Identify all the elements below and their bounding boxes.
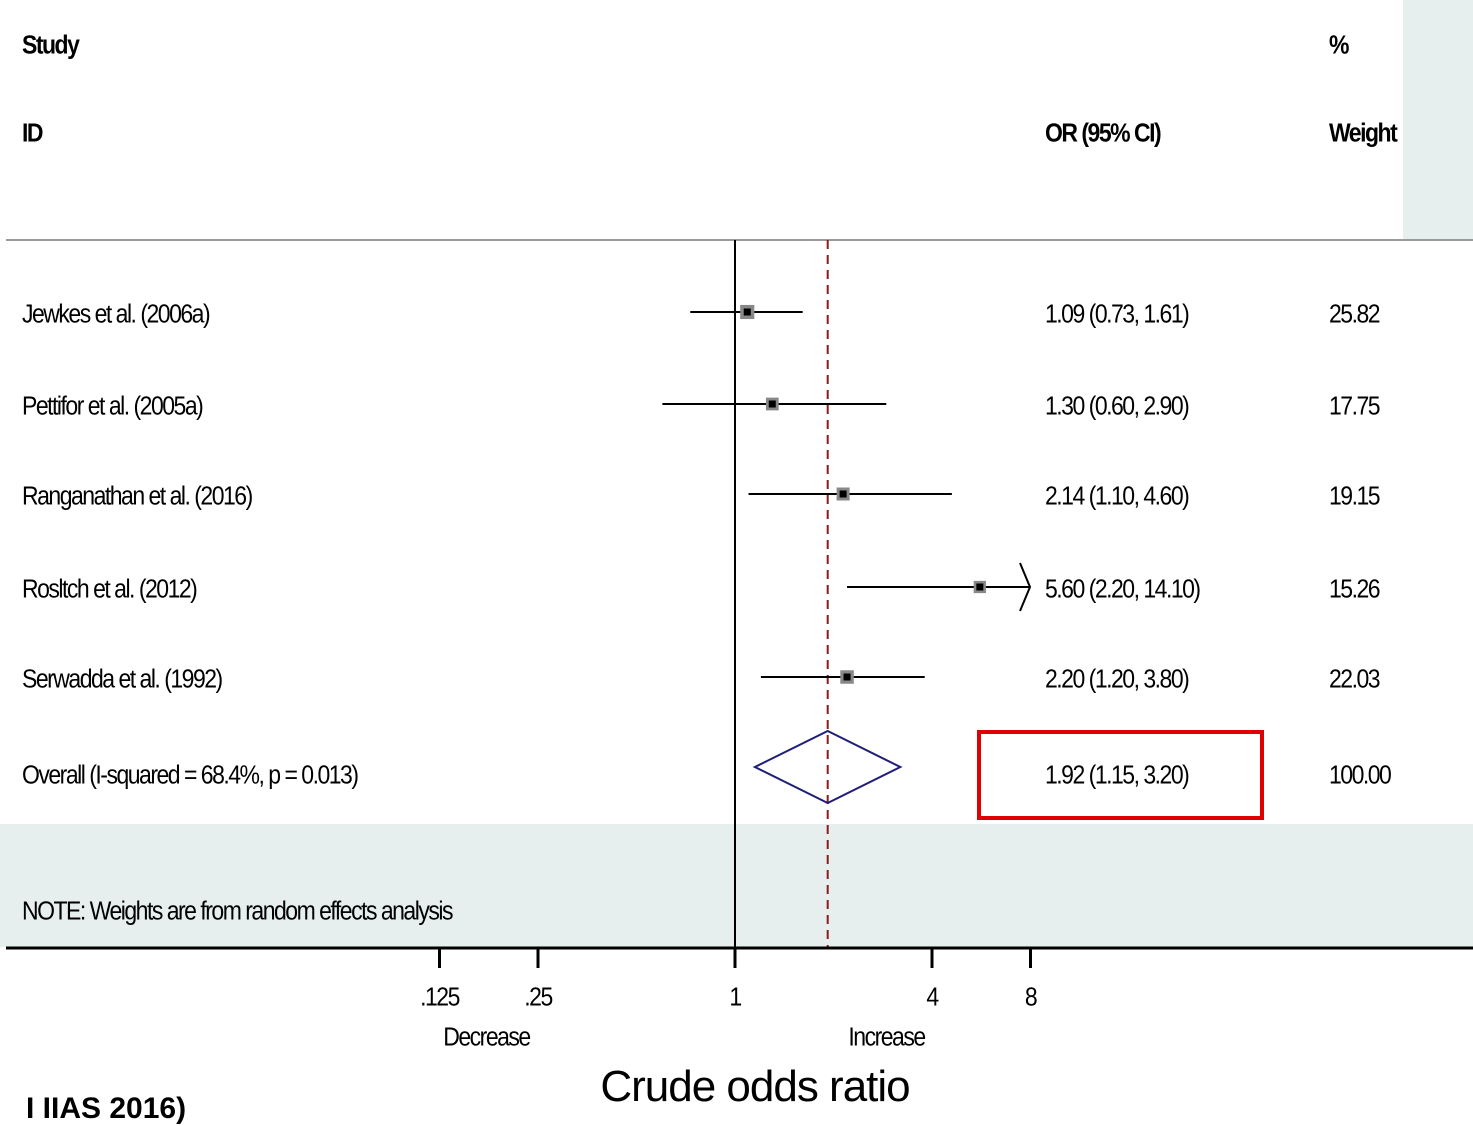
point-estimate <box>976 583 984 591</box>
x-axis-title: Crude odds ratio <box>600 1062 910 1111</box>
overall-diamond <box>752 729 903 805</box>
study-stat: 2.14 (1.10, 4.60) <box>1045 481 1190 511</box>
study-label: Ranganathan et al. (2016) <box>22 481 253 511</box>
overall-weight: 100.00 <box>1329 760 1392 790</box>
right-panel-background <box>1403 0 1473 240</box>
point-estimate <box>768 400 776 408</box>
study-label: Pettifor et al. (2005a) <box>22 391 204 421</box>
study-weight: 15.26 <box>1329 574 1381 604</box>
study-stat: 1.09 (0.73, 1.61) <box>1045 299 1190 329</box>
ci-clip-arrow <box>1019 562 1032 612</box>
study-markers <box>662 304 1032 684</box>
x-tick-label: .125 <box>420 982 460 1012</box>
x-tick-label: 4 <box>926 982 939 1012</box>
point-estimate <box>839 490 847 498</box>
source-citation: I IIAS 2016) <box>26 1092 187 1125</box>
point-estimate <box>743 308 751 316</box>
study-weight: 25.82 <box>1329 299 1381 329</box>
x-tick-label: 8 <box>1024 982 1038 1012</box>
note-text: NOTE: Weights are from random effects an… <box>22 896 453 926</box>
overall-label: Overall (I-squared = 68.4%, p = 0.013) <box>22 760 359 790</box>
x-axis-ticks <box>438 948 1032 968</box>
study-weight: 17.75 <box>1329 391 1381 421</box>
study-stat: 1.30 (0.60, 2.90) <box>1045 391 1190 421</box>
study-stat: 5.60 (2.20, 14.10) <box>1045 574 1201 604</box>
point-estimate <box>843 673 851 681</box>
study-label: Serwadda et al. (1992) <box>22 664 223 694</box>
header-percent: % <box>1329 30 1349 60</box>
study-weight: 19.15 <box>1329 481 1381 511</box>
x-tick-label: .25 <box>524 982 553 1012</box>
direction-label-decrease: Decrease <box>443 1022 531 1052</box>
header-id: ID <box>22 118 44 148</box>
highlight-box <box>977 730 1264 820</box>
study-label: Rosltch et al. (2012) <box>22 574 198 604</box>
overall-stat: 1.92 (1.15, 3.20) <box>1045 760 1190 790</box>
header-weight: Weight <box>1329 118 1398 148</box>
x-tick-label: 1 <box>729 982 742 1012</box>
direction-label-increase: Increase <box>848 1022 926 1052</box>
header-or-ci: OR (95% CI) <box>1045 118 1162 148</box>
study-stat: 2.20 (1.20, 3.80) <box>1045 664 1190 694</box>
header-study: Study <box>22 30 80 60</box>
note-panel-background <box>0 824 1473 947</box>
study-weight: 22.03 <box>1329 664 1381 694</box>
study-label: Jewkes et al. (2006a) <box>22 299 211 329</box>
